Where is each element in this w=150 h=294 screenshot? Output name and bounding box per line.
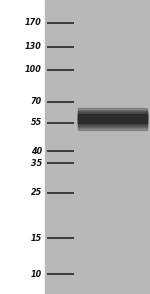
Text: 15: 15 [31, 234, 42, 243]
Text: 40: 40 [31, 147, 42, 156]
Text: 130: 130 [25, 42, 42, 51]
Text: 170: 170 [25, 18, 42, 27]
Text: 10: 10 [31, 270, 42, 279]
Bar [45, 0, 150, 294]
Text: 55: 55 [31, 118, 42, 128]
Text: 100: 100 [25, 66, 42, 74]
Text: 35: 35 [31, 158, 42, 168]
Text: 25: 25 [31, 188, 42, 198]
Bar [0, 0, 45, 294]
Text: 70: 70 [31, 97, 42, 106]
